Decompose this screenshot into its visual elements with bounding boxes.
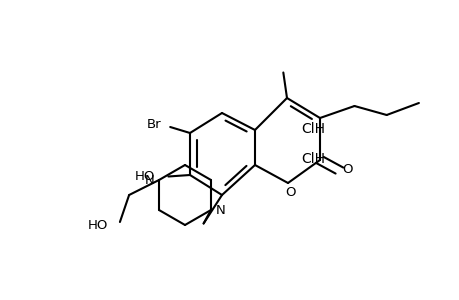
- Text: O: O: [341, 164, 352, 176]
- Text: N: N: [145, 173, 154, 187]
- Text: HO: HO: [135, 170, 155, 183]
- Text: N: N: [215, 203, 224, 217]
- Text: HO: HO: [88, 219, 108, 232]
- Text: O: O: [285, 185, 295, 199]
- Text: Br: Br: [146, 118, 161, 130]
- Text: ClH: ClH: [300, 122, 324, 136]
- Text: ClH: ClH: [300, 152, 324, 166]
